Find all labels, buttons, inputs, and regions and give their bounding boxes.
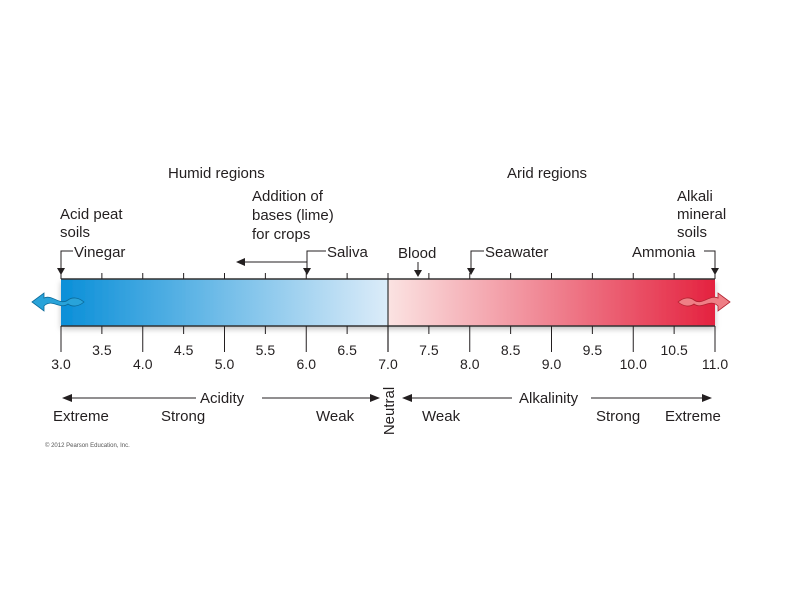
minor-tick-label: 8.5	[501, 342, 521, 358]
tick-labels: 3.0 4.0 5.0 6.0 7.0 8.0 9.0 10.0 11.0 3.5 4.5 5.5 6.…	[51, 342, 728, 372]
major-tick-label: 11.0	[702, 356, 728, 372]
alkaline-bar	[388, 279, 715, 326]
alkali-label-line3: soils	[677, 224, 707, 241]
seawater-arrowhead	[467, 268, 475, 275]
ammonia-connector	[704, 250, 716, 268]
vinegar-label: Vinegar	[74, 244, 125, 261]
major-tick-label: 4.0	[133, 356, 153, 372]
tick-lines	[60, 273, 716, 352]
acid-peat-label-line2: soils	[60, 224, 90, 241]
lime-label-line2: bases (lime)	[252, 207, 334, 224]
vinegar-arrowhead	[57, 268, 65, 275]
humid-regions-label: Humid regions	[168, 165, 265, 182]
major-tick-label: 5.0	[215, 356, 235, 372]
acid-peat-label-line1: Acid peat	[60, 206, 123, 223]
alkalinity-label: Alkalinity	[519, 390, 579, 407]
saliva-label: Saliva	[327, 244, 369, 261]
major-tick-label: 8.0	[460, 356, 480, 372]
ph-bar	[61, 279, 715, 326]
extreme-acid-label: Extreme	[53, 408, 109, 425]
lime-arrowhead	[236, 258, 245, 266]
alkali-label-line1: Alkali	[677, 188, 713, 205]
major-tick-label: 6.0	[297, 356, 317, 372]
saliva-arrowhead	[303, 268, 311, 275]
acid-bar	[61, 279, 388, 326]
right-wave-arrow-icon	[677, 292, 731, 312]
arid-regions-label: Arid regions	[507, 165, 587, 182]
alkalinity-arrowhead-right	[702, 394, 712, 402]
saliva-connector	[306, 250, 326, 268]
acidity-arrowhead-left	[62, 394, 72, 402]
seawater-connector	[470, 250, 484, 268]
copyright-text: © 2012 Pearson Education, Inc.	[45, 442, 130, 449]
major-tick-label: 7.0	[378, 356, 398, 372]
minor-tick-label: 7.5	[419, 342, 439, 358]
minor-tick-label: 9.5	[583, 342, 603, 358]
acidity-label: Acidity	[200, 390, 245, 407]
minor-tick-label: 4.5	[174, 342, 194, 358]
seawater-label: Seawater	[485, 244, 548, 261]
major-tick-label: 3.0	[51, 356, 71, 372]
neutral-label: Neutral	[381, 387, 398, 435]
alkalinity-arrowhead-left	[402, 394, 412, 402]
major-tick-label: 9.0	[542, 356, 562, 372]
weak-acid-label: Weak	[316, 408, 355, 425]
acidity-arrowhead-right	[370, 394, 380, 402]
blood-arrowhead	[414, 270, 422, 277]
minor-tick-label: 10.5	[661, 342, 688, 358]
blood-label: Blood	[398, 245, 436, 262]
minor-tick-label: 3.5	[92, 342, 112, 358]
lime-label-line3: for crops	[252, 226, 310, 243]
ammonia-label: Ammonia	[632, 244, 696, 261]
ammonia-arrowhead	[711, 268, 719, 275]
vinegar-connector	[60, 250, 73, 268]
strong-acid-label: Strong	[161, 408, 205, 425]
alkali-label-line2: mineral	[677, 206, 726, 223]
minor-tick-label: 5.5	[256, 342, 276, 358]
lime-label-line1: Addition of	[252, 188, 324, 205]
weak-alkaline-label: Weak	[422, 408, 461, 425]
major-tick-label: 10.0	[620, 356, 647, 372]
left-wave-arrow-icon	[31, 292, 85, 312]
extreme-alkaline-label: Extreme	[665, 408, 721, 425]
strong-alkaline-label: Strong	[596, 408, 640, 425]
minor-tick-label: 6.5	[337, 342, 357, 358]
